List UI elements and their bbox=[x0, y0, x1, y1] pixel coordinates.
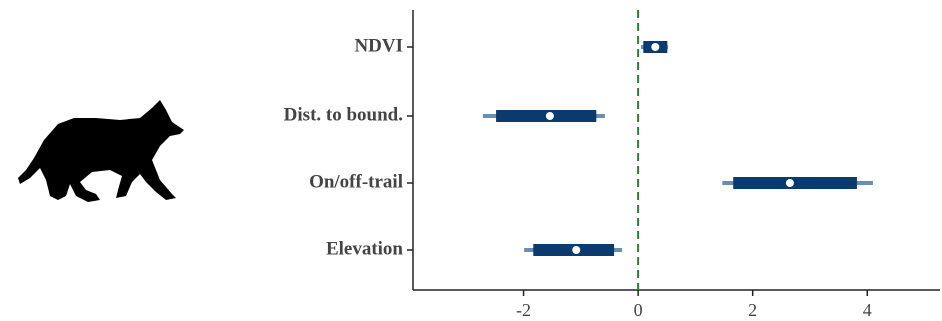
y-tick-label: NDVI bbox=[354, 35, 403, 56]
x-tick-label: 2 bbox=[748, 300, 757, 320]
x-tick-label: 4 bbox=[863, 300, 872, 320]
y-tick-label: On/off-trail bbox=[309, 171, 403, 192]
plot-area bbox=[412, 10, 940, 291]
y-tick-label: Dist. to bound. bbox=[284, 104, 403, 125]
point-estimate bbox=[545, 112, 554, 120]
point-estimate bbox=[572, 246, 581, 254]
x-tick-label: -2 bbox=[516, 300, 531, 320]
y-tick-label: Elevation bbox=[326, 238, 403, 259]
inner-interval bbox=[733, 177, 857, 189]
point-estimate bbox=[651, 43, 660, 51]
wolf-icon bbox=[18, 100, 184, 202]
point-estimate bbox=[785, 179, 794, 187]
x-tick-label: 0 bbox=[634, 300, 643, 320]
